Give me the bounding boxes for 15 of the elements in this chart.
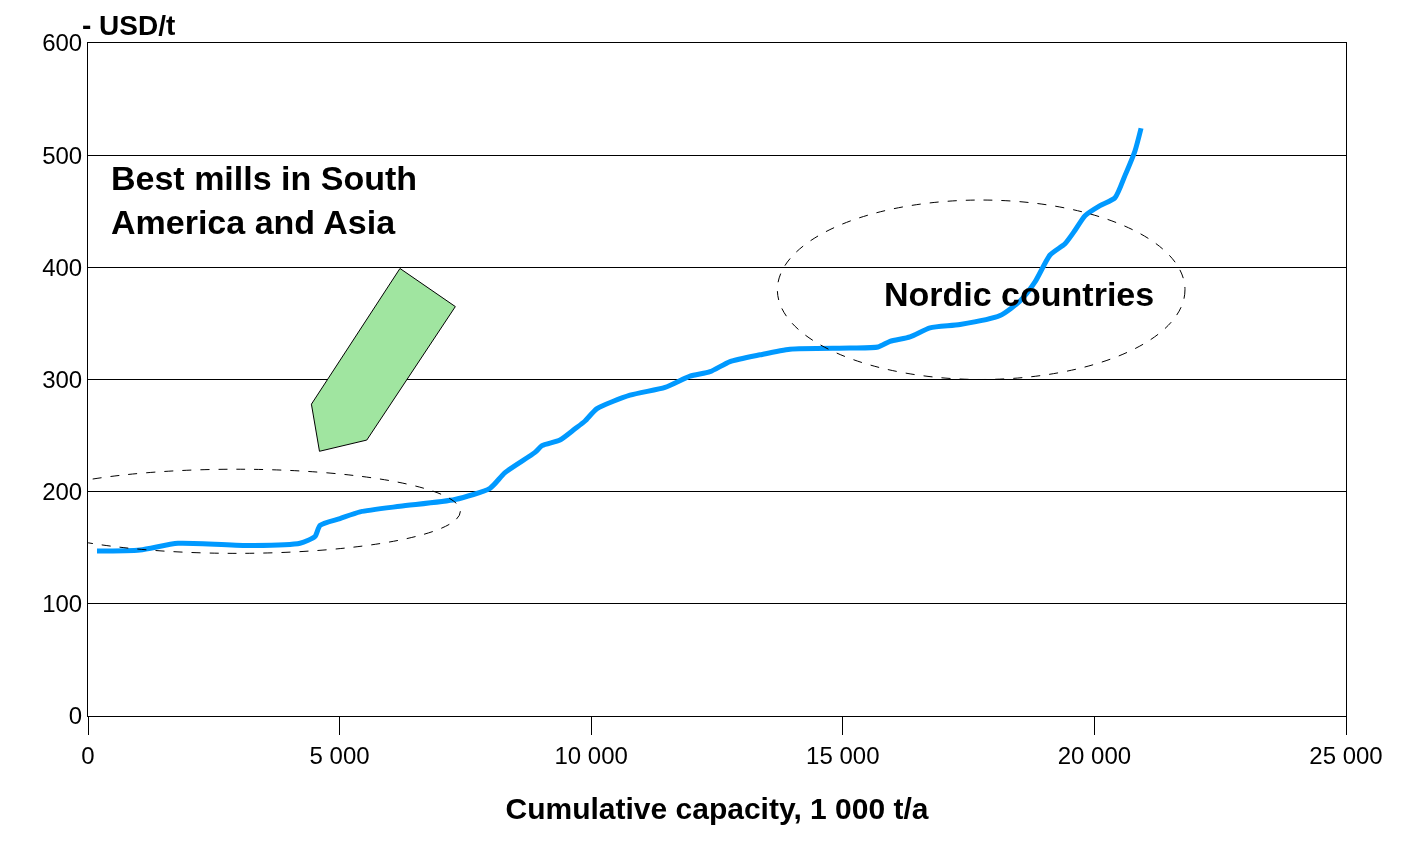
y-tick-label: 200 <box>42 478 83 506</box>
y-axis-title: - USD/t <box>82 10 176 41</box>
x-axis-title: Cumulative capacity, 1 000 t/a <box>505 792 929 826</box>
y-tick-label: 600 <box>42 29 83 57</box>
y-tick-label: 300 <box>42 365 83 393</box>
x-tick-label: 10 000 <box>554 741 628 769</box>
x-tick-label: 5 000 <box>309 741 370 769</box>
y-tick-label: 0 <box>68 702 83 730</box>
x-tick-label: 20 000 <box>1057 741 1132 769</box>
annotation: Best mills in South America and Asia <box>111 159 418 242</box>
x-tick-label: 15 000 <box>806 741 880 769</box>
y-tick-label: 400 <box>42 253 83 281</box>
x-tick-label: 25 000 <box>1309 741 1383 769</box>
y-tick-label: 100 <box>42 590 83 618</box>
y-tick-label: 500 <box>42 141 83 169</box>
